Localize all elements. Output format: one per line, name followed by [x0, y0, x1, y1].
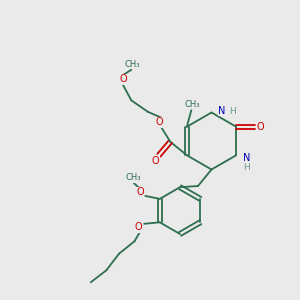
Text: O: O [156, 117, 163, 127]
Text: O: O [135, 222, 142, 233]
Text: CH₃: CH₃ [126, 173, 141, 182]
Text: H: H [243, 163, 250, 172]
Text: N: N [218, 106, 226, 116]
Text: CH₃: CH₃ [124, 60, 140, 69]
Text: O: O [256, 122, 264, 132]
Text: O: O [152, 156, 159, 166]
Text: O: O [120, 74, 127, 84]
Text: N: N [243, 153, 250, 163]
Text: CH₃: CH₃ [184, 100, 200, 109]
Text: H: H [229, 106, 236, 116]
Text: O: O [136, 187, 144, 197]
